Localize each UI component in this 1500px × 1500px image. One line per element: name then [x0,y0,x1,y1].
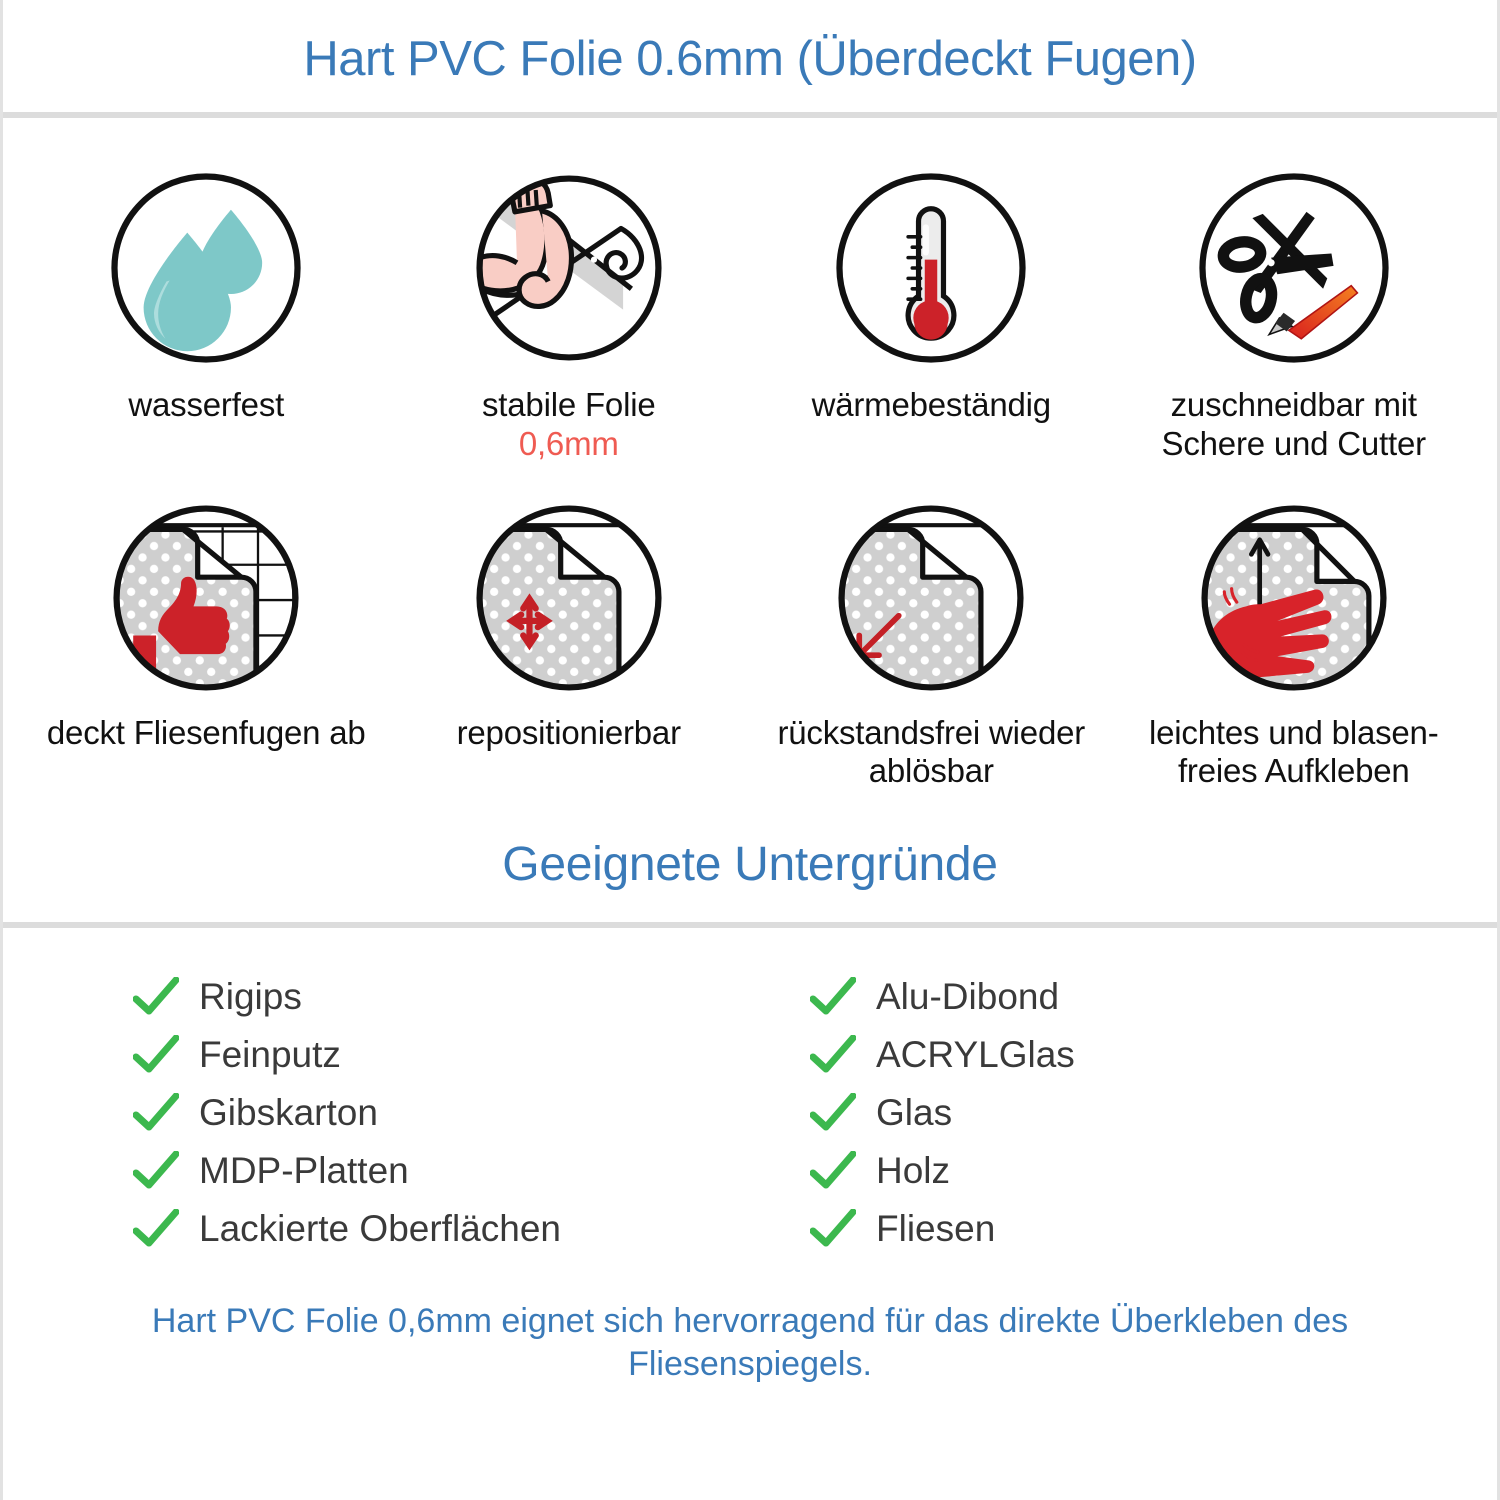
check-icon [810,1150,856,1189]
list-item: Alu-Dibond [810,968,1497,1026]
feature-grid-row-1: wasserfest [3,118,1497,463]
water-drops-icon [111,173,301,364]
smoothing-hand-icon [1201,505,1387,691]
list-item-label: Alu-Dibond [876,975,1060,1017]
check-icon [133,1208,179,1247]
substrate-list-right: Alu-Dibond ACRYLGlas Glas Holz [750,968,1497,1258]
thumbs-up-tile-grid-icon [113,505,299,691]
feature-deckt-fliesenfugen: deckt Fliesenfugen ab [25,494,388,791]
peel-arrow-icon [838,505,1024,691]
list-item: Gibskarton [133,1084,750,1142]
list-item-label: ACRYLGlas [876,1033,1075,1075]
divider-top [3,112,1497,119]
list-item: ACRYLGlas [810,1026,1497,1084]
feature-label: leichtes und blasen- freies Aufkleben [1148,713,1439,790]
list-item: Glas [810,1084,1497,1142]
substrate-list-left: Rigips Feinputz Gibskarton MDP-Platten [3,968,750,1258]
check-icon [133,1150,179,1189]
check-icon [810,976,856,1015]
feature-label: rückstandsfrei wieder ablösbar [777,713,1086,790]
list-item-label: Holz [876,1149,951,1191]
scissors-cutter-icon [1199,173,1389,364]
feature-repositionierbar: repositionierbar [388,494,751,791]
feature-wasserfest: wasserfest [25,164,388,463]
move-arrows-icon [476,505,662,691]
feature-leichtes-aufkleben: leichtes und blasen- freies Aufkleben [1113,494,1476,791]
list-item-label: Gibskarton [199,1091,378,1133]
feature-label: stabile Folie 0,6mm [482,386,656,463]
feature-rueckstandsfrei: rückstandsfrei wieder ablösbar [750,494,1113,791]
section-heading-untergruende: Geeignete Untergründe [502,837,998,891]
feature-grid-row-2: deckt Fliesenfugen ab [3,464,1497,791]
check-icon [133,1092,179,1131]
flexing-arm-film-roll-icon [476,175,662,361]
check-icon [133,1034,179,1073]
feature-zuschneidbar: zuschneidbar mit Schere und Cutter [1113,164,1476,463]
feature-label: wärmebeständig [811,386,1052,424]
list-item-label: Feinputz [199,1033,341,1075]
list-item: MDP-Platten [133,1142,750,1200]
check-icon [810,1034,856,1073]
substrate-lists: Rigips Feinputz Gibskarton MDP-Platten [3,928,1497,1258]
feature-label: deckt Fliesenfugen ab [46,713,366,751]
thermometer-icon [836,173,1026,364]
list-item-label: Glas [876,1091,953,1133]
check-icon [133,976,179,1015]
list-item-label: Fliesen [876,1207,996,1249]
feature-waermebestaendig: wärmebeständig [750,164,1113,463]
list-item-label: MDP-Platten [199,1149,409,1191]
page-title: Hart PVC Folie 0.6mm (Überdeckt Fugen) [303,32,1197,86]
list-item: Rigips [133,968,750,1026]
feature-label: wasserfest [128,386,285,424]
divider-middle [3,921,1497,928]
list-item: Lackierte Oberflächen [133,1200,750,1258]
footer-note: Hart PVC Folie 0,6mm eignet sich hervorr… [151,1301,1349,1384]
feature-label: repositionierbar [456,713,681,751]
feature-stabile-folie: stabile Folie 0,6mm [388,164,751,463]
list-item: Holz [810,1142,1497,1200]
feature-sublabel: 0,6mm [518,425,619,463]
check-icon [810,1092,856,1131]
feature-label: zuschneidbar mit Schere und Cutter [1161,386,1427,463]
list-item-label: Rigips [199,975,302,1017]
list-item: Fliesen [810,1200,1497,1258]
list-item-label: Lackierte Oberflächen [199,1207,561,1249]
list-item: Feinputz [133,1026,750,1084]
check-icon [810,1208,856,1247]
